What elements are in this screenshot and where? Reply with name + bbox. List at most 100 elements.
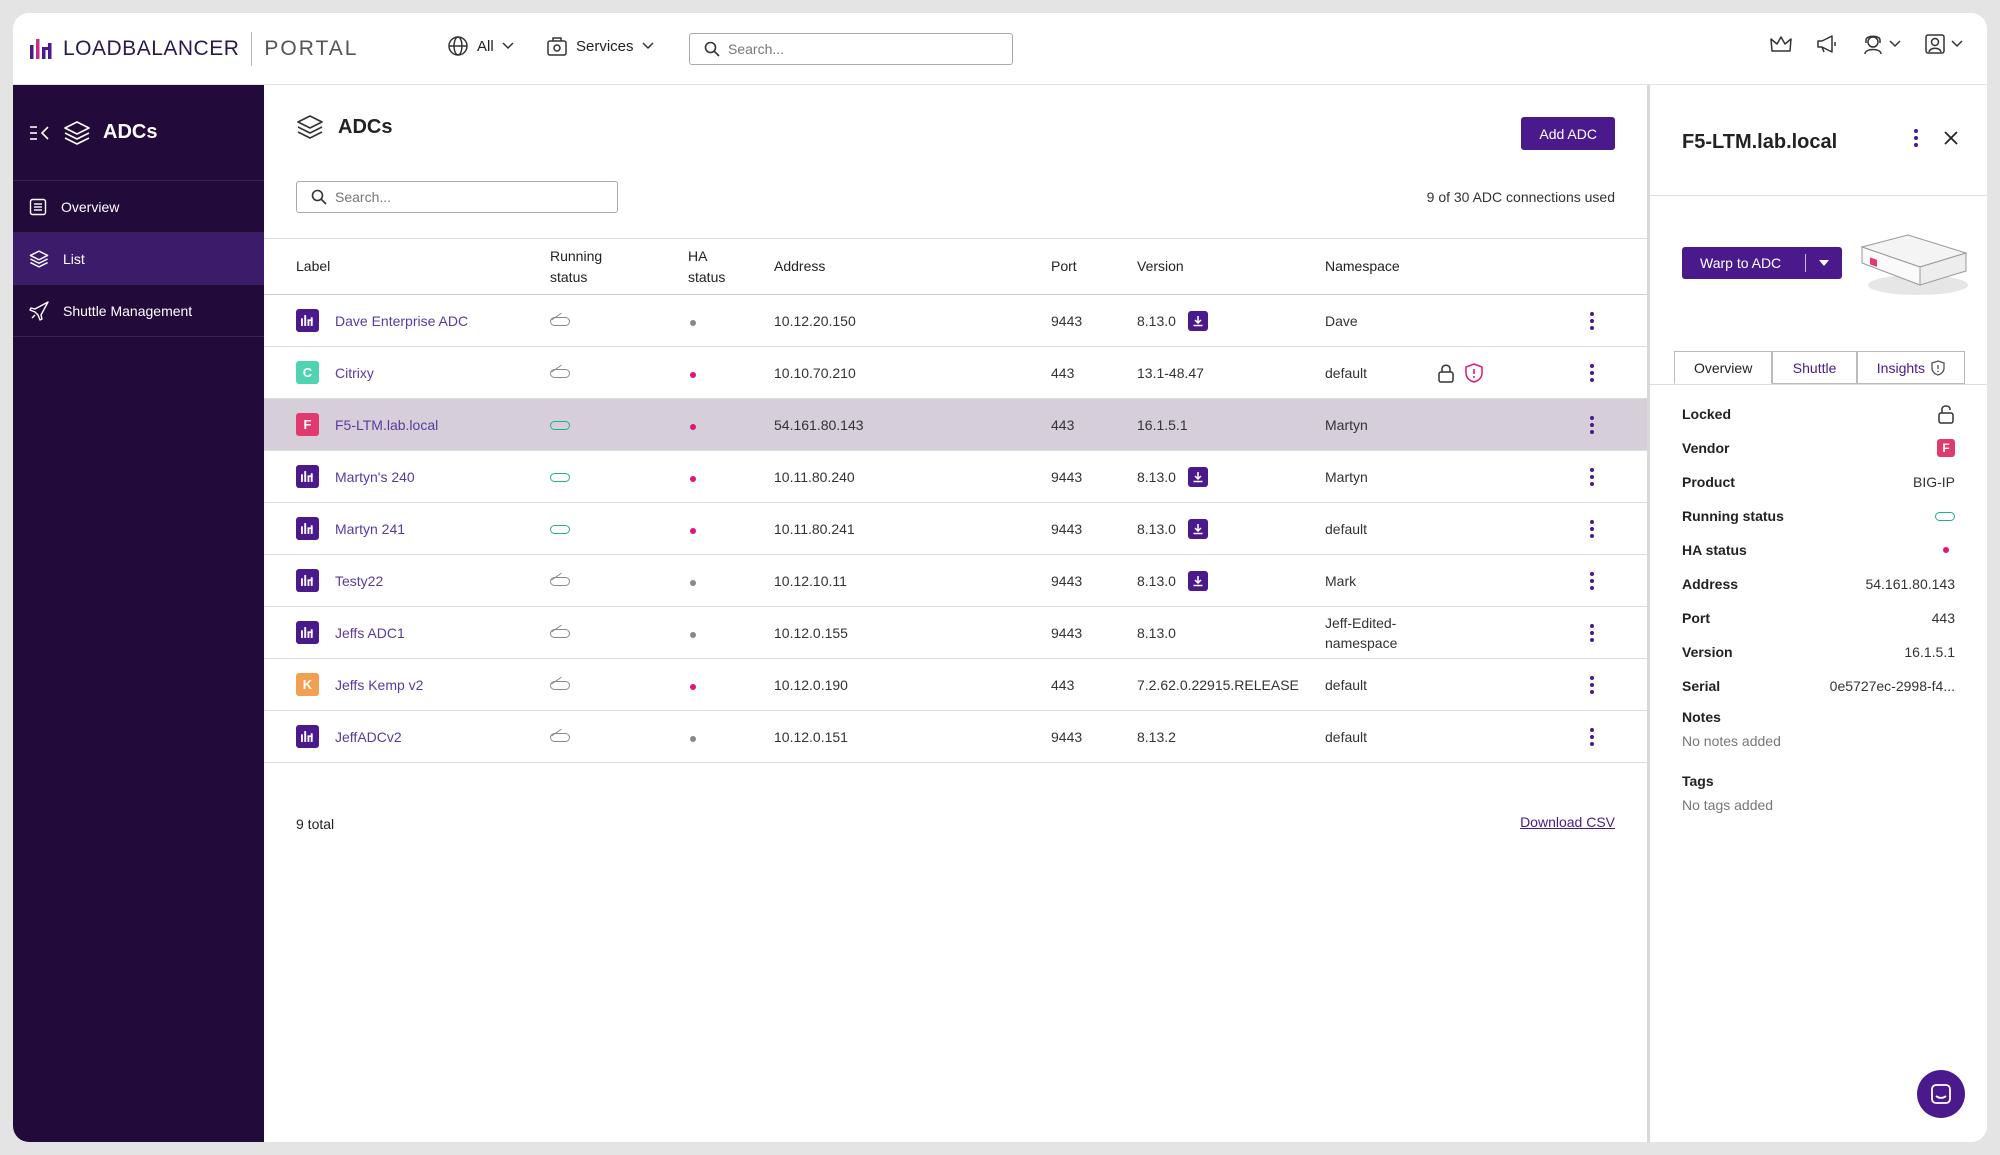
account-menu[interactable] (1923, 33, 1963, 55)
adc-label-link[interactable]: Jeffs ADC1 (335, 624, 405, 641)
col-label[interactable]: Label (264, 238, 550, 295)
prop-address: Address 54.161.80.143 (1682, 567, 1955, 601)
tab-insights[interactable]: Insights (1856, 351, 1965, 384)
col-running-status[interactable]: Running status (550, 238, 688, 295)
adc-device-image (1860, 234, 1968, 295)
cell-namespace: Mark (1325, 554, 1437, 607)
global-search-input[interactable]: Search... (689, 33, 1013, 65)
cell-actions (1587, 502, 1647, 555)
cell-ha-status (688, 346, 774, 399)
sidebar-item-label: Shuttle Management (63, 302, 193, 319)
col-version[interactable]: Version (1137, 238, 1325, 295)
unlock-icon[interactable] (1937, 404, 1955, 424)
row-more-icon[interactable] (1587, 311, 1597, 330)
row-more-icon[interactable] (1587, 519, 1597, 538)
col-ha-status[interactable]: HA status (688, 238, 774, 295)
adc-label-link[interactable]: Martyn's 240 (335, 468, 415, 485)
sidebar-item-shuttle-management[interactable]: Shuttle Management (13, 285, 264, 337)
table-row[interactable]: C Citrixy 10.10.70.210 443 13.1-48.47 default (264, 346, 1647, 399)
row-more-icon[interactable] (1587, 571, 1597, 590)
row-more-icon[interactable] (1587, 675, 1597, 694)
row-more-icon[interactable] (1587, 467, 1597, 486)
adc-label-link[interactable]: Testy22 (335, 572, 384, 589)
cell-version: 8.13.0 (1137, 606, 1325, 659)
adc-label-link[interactable]: Martyn 241 (335, 520, 406, 537)
col-namespace[interactable]: Namespace (1325, 238, 1437, 295)
row-more-icon[interactable] (1587, 727, 1597, 746)
layers-icon (64, 120, 90, 145)
close-icon[interactable] (1943, 130, 1959, 146)
scope-all-dropdown[interactable]: All (447, 35, 514, 57)
cell-ha-status (688, 450, 774, 503)
col-port[interactable]: Port (1051, 238, 1137, 295)
sidebar-item-list[interactable]: List (13, 233, 264, 285)
search-icon (704, 41, 720, 57)
cell-running-status (550, 554, 688, 607)
cell-port: 9443 (1051, 554, 1137, 607)
version-text: 16.1.5.1 (1137, 416, 1188, 433)
row-more-icon[interactable] (1587, 363, 1597, 382)
adc-label-link[interactable]: Dave Enterprise ADC (335, 312, 469, 329)
table-row[interactable]: K Jeffs Kemp v2 10.12.0.190 443 7.2.62.0.229… (264, 658, 1647, 711)
adc-label-link[interactable]: Citrixy (335, 364, 374, 381)
vendor-f5-badge: F (296, 413, 319, 436)
tab-overview[interactable]: Overview (1674, 351, 1773, 384)
adc-label-link[interactable]: Jeffs Kemp v2 (335, 676, 424, 693)
add-adc-button[interactable]: Add ADC (1521, 117, 1615, 150)
adc-label-link[interactable]: F5-LTM.lab.local (335, 416, 439, 433)
col-actions (1587, 238, 1647, 295)
warp-to-adc-button[interactable]: Warp to ADC (1682, 247, 1842, 279)
tabs-underline (1650, 384, 1987, 385)
row-more-icon[interactable] (1587, 415, 1597, 434)
table-row[interactable]: Martyn 241 10.11.80.241 9443 8.13.0 default (264, 502, 1647, 555)
col-running-status-line1: Running (550, 247, 603, 264)
crown-icon[interactable] (1769, 33, 1793, 55)
cell-port: 9443 (1051, 502, 1137, 555)
cell-actions (1587, 710, 1647, 763)
version-text: 13.1-48.47 (1137, 364, 1204, 381)
panel-more-icon[interactable] (1911, 129, 1921, 147)
chat-launcher-button[interactable] (1917, 1070, 1965, 1118)
prop-key: Address (1682, 576, 1739, 592)
table-row[interactable]: Dave Enterprise ADC 10.12.20.150 9443 8.13.… (264, 294, 1647, 347)
tab-shuttle[interactable]: Shuttle (1772, 351, 1857, 384)
col-address[interactable]: Address (774, 238, 1051, 295)
row-more-icon[interactable] (1587, 623, 1597, 642)
sidebar-item-label: Overview (61, 198, 120, 215)
cell-version: 7.2.62.0.22915.RELEASE (1137, 658, 1325, 711)
cell-flags (1437, 502, 1587, 555)
brand-portal: PORTAL (264, 37, 359, 60)
caret-down-icon[interactable] (1806, 260, 1842, 266)
col-ha-status-line1: HA (688, 247, 708, 264)
table-row[interactable]: JeffADCv2 10.12.0.151 9443 8.13.2 default (264, 710, 1647, 763)
cell-address: 10.12.0.155 (774, 606, 1051, 659)
collapse-sidebar-icon[interactable] (29, 124, 51, 142)
table-row[interactable]: Jeffs ADC1 10.12.0.155 9443 8.13.0 Jeff-Edit… (264, 606, 1647, 659)
brand[interactable]: LOADBALANCER PORTAL (29, 32, 359, 66)
update-download-icon[interactable] (1187, 518, 1208, 539)
prop-key: Locked (1682, 406, 1732, 422)
table-row[interactable]: F F5-LTM.lab.local 54.161.80.143 443 16.1.5.… (264, 398, 1647, 451)
update-download-icon[interactable] (1187, 570, 1208, 591)
table-row[interactable]: Testy22 10.12.10.11 9443 8.13.0 Mark (264, 554, 1647, 607)
cell-ha-status (688, 398, 774, 451)
app-frame: LOADBALANCER PORTAL All Services (13, 13, 1987, 1142)
cell-label: Testy22 (264, 554, 550, 607)
table-row[interactable]: Martyn's 240 10.11.80.240 9443 8.13.0 Martyn (264, 450, 1647, 503)
update-download-icon[interactable] (1187, 310, 1208, 331)
download-csv-link[interactable]: Download CSV (1520, 814, 1615, 830)
update-download-icon[interactable] (1187, 466, 1208, 487)
prop-value[interactable]: 0e5727ec-2998-f4... (1829, 678, 1955, 694)
adc-search-input[interactable]: Search... (296, 181, 618, 213)
services-dropdown[interactable]: Services (546, 35, 654, 57)
megaphone-icon[interactable] (1815, 33, 1839, 55)
adc-label-link[interactable]: JeffADCv2 (335, 728, 402, 745)
sidebar-item-overview[interactable]: Overview (13, 181, 264, 233)
cell-flags (1437, 554, 1587, 607)
cell-running-status (550, 346, 688, 399)
support-menu[interactable] (1861, 33, 1901, 55)
cell-port: 9443 (1051, 450, 1137, 503)
cell-ha-status (688, 606, 774, 659)
globe-icon (448, 36, 468, 56)
cell-running-status (550, 710, 688, 763)
